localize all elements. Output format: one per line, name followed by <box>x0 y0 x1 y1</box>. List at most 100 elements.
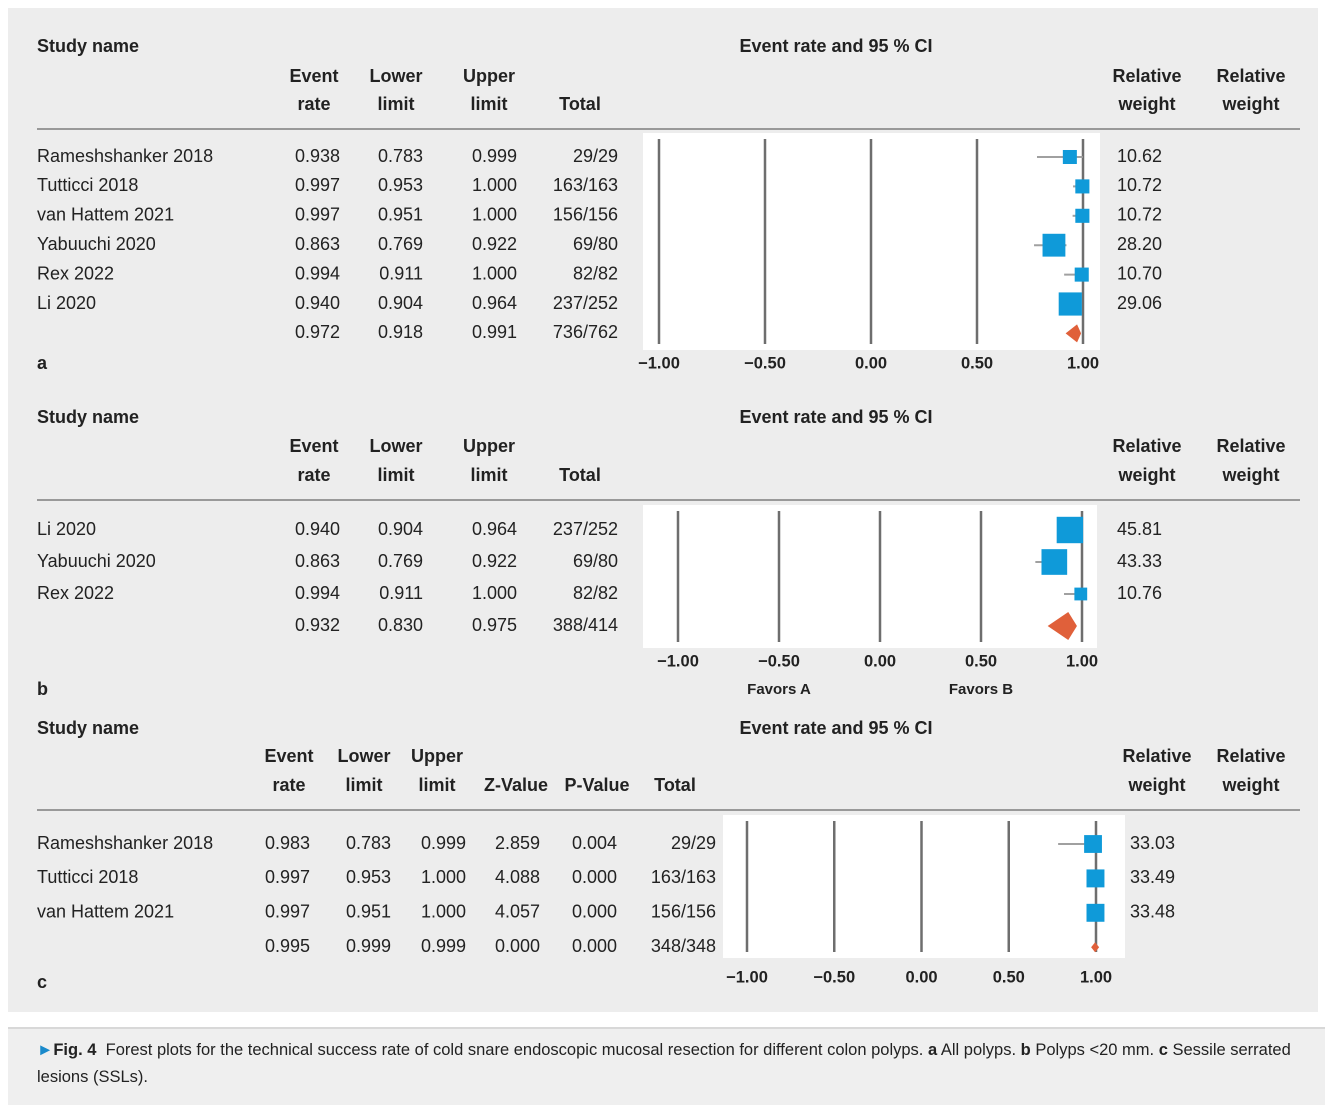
summary-diamond <box>1047 612 1077 640</box>
x-tick-label: 1.00 <box>1066 652 1098 670</box>
weight-header: weight <box>1118 94 1176 114</box>
column-header: Total <box>559 94 601 114</box>
caption-part-text: All polyps. <box>940 1041 1017 1059</box>
x-tick-label: 0.00 <box>905 968 937 986</box>
study-marker <box>1086 903 1105 922</box>
column-header: Z-Value <box>484 775 548 795</box>
relative-weight: 33.48 <box>1130 902 1175 922</box>
table-cell: 0.983 <box>265 833 310 853</box>
table-cell: 156/156 <box>553 205 618 225</box>
table-cell: 0.904 <box>378 519 423 539</box>
weight-header: Relative <box>1216 436 1285 456</box>
table-cell: 0.951 <box>346 902 391 922</box>
table-cell: 0.940 <box>295 293 340 313</box>
column-header: limit <box>418 775 455 795</box>
column-header: limit <box>470 94 507 114</box>
table-cell: 0.932 <box>295 615 340 635</box>
table-cell: 237/252 <box>553 519 618 539</box>
caption-text: Forest plots for the technical success r… <box>105 1041 924 1059</box>
study-name: Rameshshanker 2018 <box>37 833 213 853</box>
x-tick-label: 0.50 <box>965 652 997 670</box>
table-cell: 0.000 <box>572 902 617 922</box>
study-marker <box>1056 516 1084 544</box>
table-cell: 0.922 <box>472 234 517 254</box>
favors-label: Favors A <box>747 681 811 698</box>
table-cell: 0.904 <box>378 293 423 313</box>
column-header: Event <box>289 66 338 86</box>
table-cell: 163/163 <box>553 175 618 195</box>
table-cell: 0.953 <box>378 175 423 195</box>
column-header: limit <box>377 465 414 485</box>
table-cell: 2.859 <box>495 833 540 853</box>
weight-header: weight <box>1222 465 1280 485</box>
table-cell: 0.953 <box>346 867 391 887</box>
table-cell: 0.999 <box>346 936 391 956</box>
study-marker <box>1075 208 1090 223</box>
study-marker <box>1074 587 1088 601</box>
relative-weight: 29.06 <box>1117 293 1162 313</box>
table-cell: 0.991 <box>472 322 517 342</box>
column-header: Total <box>654 775 696 795</box>
table-cell: 1.000 <box>421 902 466 922</box>
x-tick-label: −0.50 <box>813 968 855 986</box>
plot-title: Event rate and 95 % CI <box>739 407 932 427</box>
table-cell: 82/82 <box>573 263 618 283</box>
study-name: Rex 2022 <box>37 263 114 283</box>
table-cell: 0.004 <box>572 833 617 853</box>
study-name: van Hattem 2021 <box>37 205 174 225</box>
column-header: limit <box>470 465 507 485</box>
x-tick-label: 0.00 <box>855 354 887 372</box>
table-cell: 0.995 <box>265 936 310 956</box>
caption-part-letter: c <box>1158 1041 1168 1059</box>
table-cell: 1.000 <box>472 263 517 283</box>
relative-weight: 43.33 <box>1117 551 1162 571</box>
column-header: Upper <box>463 66 515 86</box>
caption-part-text: Polyps <20 mm. <box>1035 1041 1155 1059</box>
study-name: Tutticci 2018 <box>37 867 138 887</box>
caption-part-letter: a <box>927 1041 938 1059</box>
study-name: Yabuuchi 2020 <box>37 234 156 254</box>
table-cell: 4.057 <box>495 902 540 922</box>
x-tick-label: −0.50 <box>744 354 786 372</box>
column-header: limit <box>345 775 382 795</box>
table-cell: 0.964 <box>472 519 517 539</box>
relative-weight: 10.76 <box>1117 583 1162 603</box>
column-header: rate <box>297 465 330 485</box>
table-cell: 0.000 <box>572 936 617 956</box>
weight-header: Relative <box>1122 746 1191 766</box>
relative-weight: 33.03 <box>1130 833 1175 853</box>
study-name: Rameshshanker 2018 <box>37 146 213 166</box>
column-header: Event <box>264 746 313 766</box>
column-header: rate <box>297 94 330 114</box>
study-name: van Hattem 2021 <box>37 902 174 922</box>
x-tick-label: 0.50 <box>993 968 1025 986</box>
table-cell: 69/80 <box>573 551 618 571</box>
table-cell: 0.997 <box>295 175 340 195</box>
study-name: Li 2020 <box>37 293 96 313</box>
column-header: Total <box>559 465 601 485</box>
study-marker <box>1074 267 1089 282</box>
table-cell: 4.088 <box>495 867 540 887</box>
x-tick-label: 0.50 <box>961 354 993 372</box>
weight-header: Relative <box>1216 66 1285 86</box>
summary-diamond <box>1091 942 1100 953</box>
study-name: Yabuuchi 2020 <box>37 551 156 571</box>
relative-weight: 33.49 <box>1130 867 1175 887</box>
table-cell: 0.863 <box>295 234 340 254</box>
table-cell: 0.922 <box>472 551 517 571</box>
relative-weight: 45.81 <box>1117 519 1162 539</box>
table-cell: 0.830 <box>378 615 423 635</box>
column-header: Event <box>289 436 338 456</box>
column-header: limit <box>377 94 414 114</box>
study-marker <box>1041 549 1068 575</box>
weight-header: weight <box>1222 94 1280 114</box>
panel-label: b <box>37 679 48 699</box>
weight-header: weight <box>1118 465 1176 485</box>
panel-label: a <box>37 353 48 373</box>
figure: Study name Event rate and 95 % CI Event rat… <box>8 8 1318 1012</box>
column-header: P-Value <box>564 775 629 795</box>
table-cell: 1.000 <box>472 205 517 225</box>
table-cell: 1.000 <box>421 867 466 887</box>
table-cell: 0.769 <box>378 551 423 571</box>
